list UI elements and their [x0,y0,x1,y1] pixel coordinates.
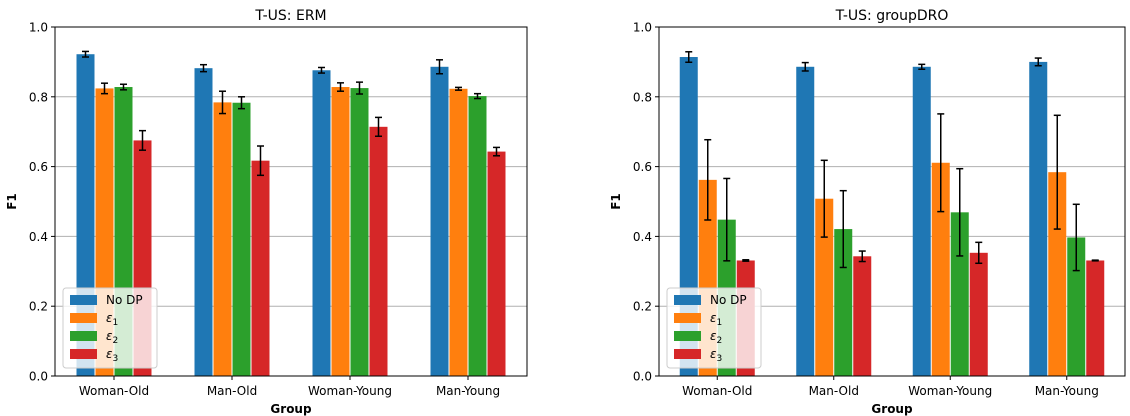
bar [312,70,331,376]
chart-erm: Woman-Old Man-Old Woman-Young Man-Young 0.0 0… [5,8,528,416]
y-tick-label: 0.4 [633,230,652,244]
bar [194,68,213,376]
bar [815,198,834,376]
legend-swatch [674,349,701,359]
y-tick-label: 0.2 [29,300,48,314]
bar [1067,237,1086,376]
bar [331,87,350,376]
legend-swatch [674,313,701,323]
bar [468,96,487,377]
legend-box [666,287,762,369]
legend-label: ε2 [710,329,722,346]
y-tick-label: 1.0 [29,21,48,35]
y-tick-label: 0.0 [633,370,652,384]
y-tick-label: 1.0 [633,21,652,35]
legend-swatch [70,313,97,323]
y-axis-label: F1 [5,193,19,210]
y-tick-label: 0.2 [633,300,652,314]
y-tick-label: 0.6 [29,160,48,174]
y-tick-label: 0.4 [29,230,48,244]
bar [931,162,950,376]
bar [853,256,872,376]
legend-label: ε3 [106,347,118,364]
chart-title: T-US: ERM [254,8,326,24]
x-tick-label: Woman-Young [908,384,992,398]
chart-title: T-US: groupDRO [835,8,949,24]
x-tick-label: Woman-Old [682,384,752,398]
y-tick-label: 0.6 [633,160,652,174]
bar [430,66,449,376]
bar [969,252,988,376]
x-tick-label: Woman-Old [79,384,149,398]
bar [350,88,369,376]
legend-label: No DP [710,293,747,307]
legend-label: ε1 [710,311,722,328]
legend-swatch [70,295,97,305]
bar [487,151,506,376]
legend-swatch [674,331,701,341]
x-axis-label: Group [871,402,913,416]
x-tick-label: Woman-Young [308,384,392,398]
legend-label: ε3 [710,347,722,364]
bar [449,88,468,376]
plot-frame [658,26,1126,377]
bar [251,160,270,376]
y-axis-label: F1 [609,193,623,210]
bar [1048,172,1067,376]
y-tick-label: 0.0 [29,370,48,384]
plot-frame [54,26,528,377]
x-tick-label: Man-Old [207,384,257,398]
legend-label: No DP [106,293,143,307]
x-tick-label: Man-Young [1035,384,1099,398]
legend-swatch [70,349,97,359]
bar [369,126,388,377]
bar [796,66,815,376]
legend-swatch [70,331,97,341]
bar [1086,260,1105,376]
legend-label: ε2 [106,329,118,346]
chart-groupdro: Woman-Old Man-Old Woman-Young Man-Young 0.0 0… [609,8,1126,416]
legend-label: ε1 [106,311,118,328]
bar [232,102,251,376]
legend-swatch [674,295,701,305]
x-tick-label: Man-Old [809,384,859,398]
x-axis-label: Group [270,402,312,416]
bar [912,66,931,376]
bar [1029,61,1048,377]
bar [213,102,232,376]
y-tick-label: 0.8 [633,90,652,104]
bar [834,229,853,376]
bar [950,212,969,376]
y-tick-label: 0.8 [29,90,48,104]
x-tick-label: Man-Young [436,384,500,398]
legend-box [62,287,158,369]
